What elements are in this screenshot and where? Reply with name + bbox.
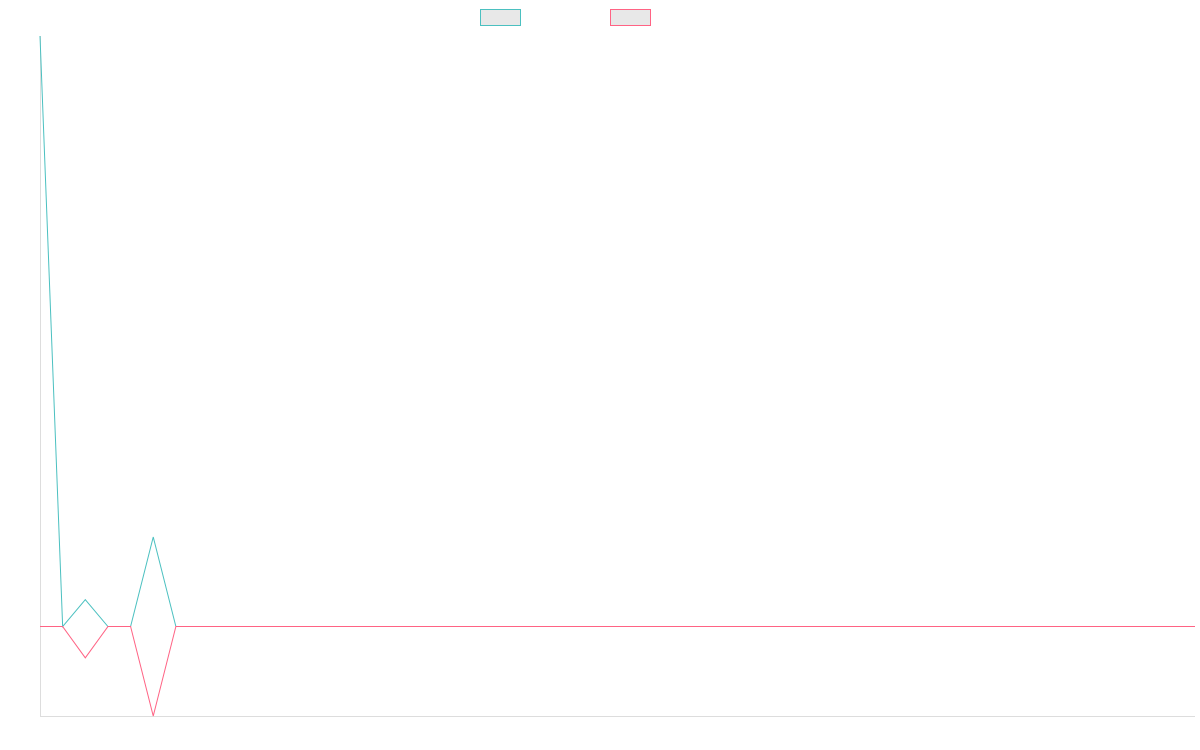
legend-swatch-series-2: [610, 9, 651, 26]
legend: [480, 9, 740, 26]
series-line-1: [39, 35, 1195, 628]
series-layer: [39, 35, 1195, 717]
legend-item-series-2[interactable]: [610, 9, 657, 26]
legend-item-series-1[interactable]: [480, 9, 527, 26]
series-line-2: [40, 626, 1195, 717]
legend-swatch-series-1: [480, 9, 521, 26]
